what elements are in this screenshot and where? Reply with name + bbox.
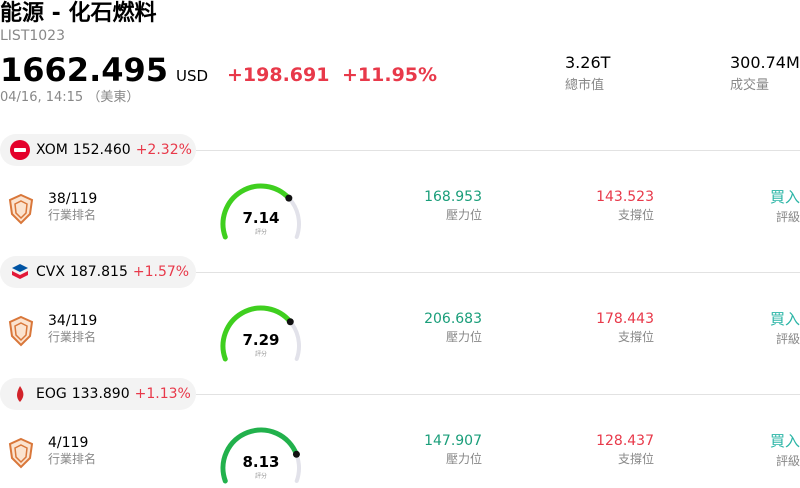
divider [196,150,800,151]
stock-header[interactable]: CVX 187.815 +1.57% [36,265,189,279]
change-pct: +11.95% [342,64,438,86]
resistance: 147.907 [424,433,482,449]
score: 7.14 [242,209,279,227]
ticker[interactable]: EOG [36,386,67,402]
resistance-label: 壓力位 [445,452,482,466]
rank: 38/119 [48,191,98,207]
gauge-fill [220,427,299,484]
divider [196,272,800,273]
rank-label: 行業排名 [48,330,97,344]
title: 能源 - 化石燃料 [0,1,157,26]
logo [12,271,28,279]
support: 128.437 [596,433,654,449]
shield [8,437,34,469]
logo-mark [14,148,26,152]
stock-pill[interactable] [0,256,196,288]
price: 1662.495 [0,51,169,89]
shield [8,315,34,347]
gauge-fill [220,183,292,240]
divider [196,394,800,395]
shield-inner [14,322,28,342]
logo [10,140,30,160]
stock-header[interactable]: EOG 133.890 +1.13% [36,387,191,401]
stat-label: 成交量 [730,78,770,93]
change: +198.691 [227,64,330,86]
logo [17,386,24,402]
stock-price: 187.815 [69,264,128,280]
rank-icon [8,315,34,347]
rank-icon [8,193,34,225]
stock-change: +2.32% [135,142,192,158]
rating-label: 評級 [775,210,800,224]
stock-change: +1.13% [134,386,191,402]
score-label: 評分 [255,350,267,358]
rating: 買入 [769,432,800,450]
score-label: 評分 [255,472,267,480]
resistance-label: 壓力位 [445,208,482,222]
rank: 4/119 [48,435,89,451]
support-label: 支撐位 [617,330,654,344]
stat-value: 3.26T [565,53,611,72]
stock-change: +1.57% [132,264,190,280]
gauge-dot [285,194,293,202]
stock-price: 152.460 [72,142,131,158]
ticker[interactable]: CVX [36,264,65,280]
shield-inner [14,200,28,220]
support-label: 支撐位 [617,208,654,222]
stat-value: 300.74M [730,53,800,72]
ticker[interactable]: XOM [36,142,68,158]
logo [12,264,28,272]
stock-header[interactable]: XOM 152.460 +2.32% [36,143,192,157]
stock-pill[interactable] [0,378,196,410]
resistance: 168.953 [424,189,482,205]
resistance: 206.683 [424,311,482,327]
stock-pill[interactable] [0,134,196,166]
score-label: 評分 [255,228,267,236]
code: LIST1023 [0,28,65,44]
shield-inner [14,444,28,464]
support-label: 支撐位 [617,452,654,466]
gauge-fill [220,305,293,362]
support: 178.443 [596,311,654,327]
support: 143.523 [596,189,654,205]
rank: 34/119 [48,313,98,329]
stat-label: 總市值 [565,78,605,93]
score: 8.13 [242,453,279,471]
rank-label: 行業排名 [48,452,97,466]
score: 7.29 [242,331,279,349]
rank-label: 行業排名 [48,208,97,222]
resistance-label: 壓力位 [445,330,482,344]
shield [8,193,34,225]
rating-label: 評級 [775,454,800,468]
logo [12,264,28,279]
gauge-dot [286,318,294,326]
logo [17,386,24,402]
currency: USD [176,67,209,85]
rating-label: 評級 [775,332,800,346]
rank-icon [8,437,34,469]
rating: 買入 [769,188,800,206]
time: 04/16, 14:15 （美東） [0,90,140,105]
gauge-dot [292,450,300,458]
rating: 買入 [769,310,800,328]
stock-price: 133.890 [71,386,130,402]
